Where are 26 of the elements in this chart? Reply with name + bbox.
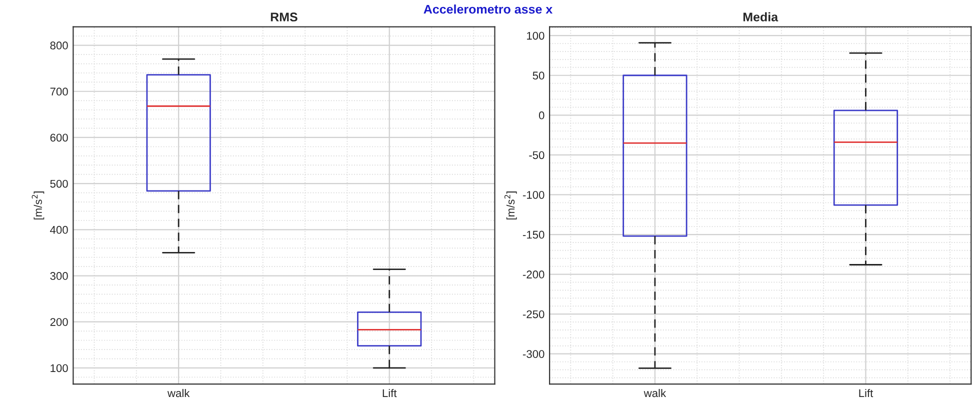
y-tick-label: 300 [50,272,68,280]
y-tick-label: 600 [50,134,68,142]
y-axis-title: [m/s$^{2}$] [32,192,44,220]
x-tick-label: walk [167,388,190,398]
y-tick-label: -100 [522,190,544,199]
y-tick-label: -50 [529,151,544,160]
y-tick-label: 400 [50,226,68,234]
x-tick-label: walk [644,388,666,398]
y-tick-label: 800 [50,42,68,50]
y-tick-label: 200 [50,318,68,326]
chart-title: RMS [270,12,298,22]
y-tick-label: 50 [532,72,544,80]
y-tick-label: 100 [50,364,68,372]
text: Accelerometro asse x [424,4,553,14]
y-tick-label: -250 [522,310,544,318]
y-tick-label: 500 [50,180,68,188]
y-tick-label: 0 [538,111,544,120]
x-tick-label: Lift [382,388,397,398]
y-axis-title: [m/s$^{2}$] [504,192,517,220]
y-tick-label: -300 [522,350,544,358]
y-tick-label: -150 [522,230,544,239]
chart-title: Media [743,12,778,22]
y-tick-label: 100 [527,32,544,40]
y-tick-label: -200 [522,270,544,278]
y-tick-label: 700 [50,88,68,96]
x-tick-label: Lift [859,388,874,398]
